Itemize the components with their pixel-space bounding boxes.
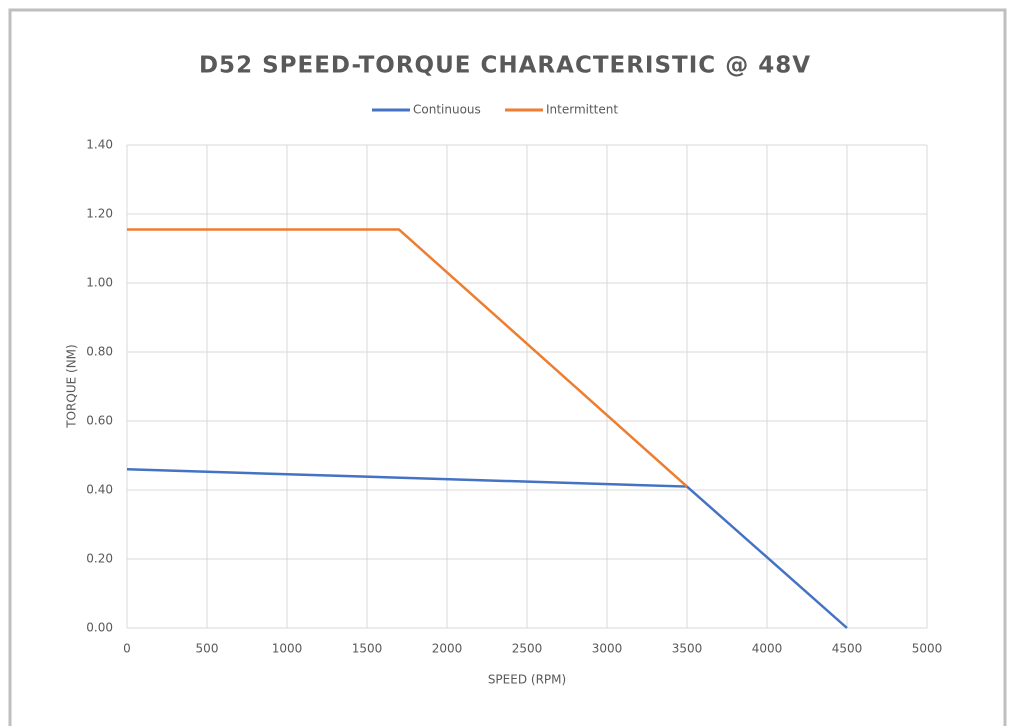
y-tick-label: 1.00 [86,276,113,290]
x-tick-label: 5000 [912,642,943,656]
x-tick-label: 3500 [672,642,703,656]
legend-label: Intermittent [546,103,618,117]
frame [8,8,1007,726]
x-tick-label: 4000 [752,642,783,656]
y-tick-label: 0.80 [86,345,113,359]
y-tick-label: 1.40 [86,138,113,152]
x-tick-label: 2500 [512,642,543,656]
line-series [127,228,688,488]
x-tick-label: 3000 [592,642,623,656]
x-tick-label: 1500 [352,642,383,656]
y-axis-label: TORQUE (NM) [65,344,79,428]
y-tick-label: 0.40 [86,483,113,497]
y-tick-label: 1.20 [86,207,113,221]
legend-label: Continuous [413,103,481,117]
x-tick-label: 2000 [432,642,463,656]
x-axis-label: SPEED (RPM) [488,673,566,687]
chart-title: D52 SPEED-TORQUE CHARACTERISTIC @ 48V [199,53,811,79]
y-tick-label: 0.20 [86,552,113,566]
x-tick-label: 500 [196,642,219,656]
x-tick-label: 1000 [272,642,303,656]
x-tick-label: 0 [123,642,131,656]
y-tick-label: 0.00 [86,621,113,635]
x-tick-label: 4500 [832,642,863,656]
y-tick-label: 0.60 [86,414,113,428]
